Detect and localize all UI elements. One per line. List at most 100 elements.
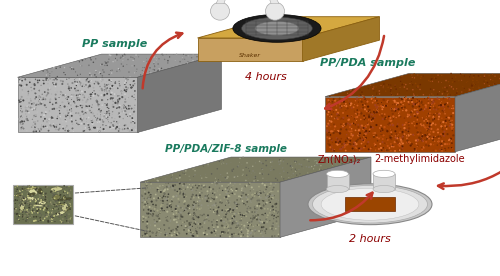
Point bbox=[197, 206, 205, 210]
Point bbox=[34, 219, 42, 224]
Point bbox=[351, 123, 359, 127]
Point bbox=[176, 217, 184, 221]
Point bbox=[268, 164, 276, 169]
Point bbox=[36, 207, 44, 211]
Point bbox=[124, 94, 132, 98]
Point bbox=[12, 207, 20, 211]
Point bbox=[112, 56, 120, 60]
Point bbox=[233, 206, 241, 210]
Point bbox=[404, 138, 411, 143]
Point bbox=[83, 105, 91, 110]
Point bbox=[175, 231, 183, 235]
Point bbox=[372, 103, 380, 107]
Point bbox=[156, 216, 164, 221]
Point bbox=[396, 79, 404, 84]
Point bbox=[346, 142, 354, 147]
Point bbox=[426, 121, 434, 126]
Point bbox=[352, 146, 360, 150]
Point bbox=[337, 157, 345, 161]
Point bbox=[418, 138, 426, 143]
Point bbox=[46, 121, 54, 125]
Point bbox=[348, 129, 356, 133]
Polygon shape bbox=[302, 17, 380, 62]
Point bbox=[288, 164, 296, 168]
Point bbox=[284, 162, 292, 166]
Point bbox=[408, 109, 416, 114]
Polygon shape bbox=[345, 197, 395, 211]
Point bbox=[182, 206, 190, 210]
Point bbox=[68, 109, 76, 113]
Point bbox=[184, 204, 192, 208]
Point bbox=[40, 119, 48, 123]
Point bbox=[162, 52, 170, 57]
Point bbox=[418, 115, 426, 120]
Point bbox=[428, 127, 436, 131]
Point bbox=[332, 136, 340, 140]
Point bbox=[16, 207, 24, 212]
Point bbox=[109, 59, 117, 64]
Point bbox=[412, 99, 420, 103]
Point bbox=[226, 205, 234, 209]
Point bbox=[276, 162, 283, 167]
Point bbox=[268, 224, 276, 228]
Point bbox=[64, 104, 72, 109]
Point bbox=[52, 84, 60, 89]
Point bbox=[158, 203, 166, 207]
Point bbox=[262, 193, 270, 197]
Point bbox=[234, 223, 242, 228]
Point bbox=[416, 121, 424, 125]
Point bbox=[76, 103, 84, 108]
Point bbox=[256, 220, 264, 224]
Point bbox=[386, 127, 394, 132]
Point bbox=[358, 146, 366, 151]
Point bbox=[404, 140, 412, 145]
Point bbox=[18, 110, 26, 114]
Point bbox=[52, 212, 60, 216]
Point bbox=[412, 148, 420, 152]
Point bbox=[354, 100, 362, 104]
Point bbox=[87, 110, 95, 115]
Point bbox=[16, 213, 24, 218]
Point bbox=[210, 52, 218, 57]
Point bbox=[107, 79, 115, 83]
Point bbox=[259, 234, 267, 238]
Point bbox=[396, 102, 404, 107]
Point bbox=[410, 93, 418, 97]
Point bbox=[324, 105, 332, 110]
Point bbox=[10, 193, 18, 198]
Point bbox=[34, 78, 42, 83]
Point bbox=[71, 79, 79, 84]
Point bbox=[414, 138, 422, 142]
Point bbox=[370, 134, 378, 138]
Ellipse shape bbox=[62, 196, 66, 201]
Point bbox=[168, 199, 176, 203]
Point bbox=[232, 232, 240, 237]
Point bbox=[232, 211, 240, 216]
Point bbox=[22, 208, 30, 212]
Point bbox=[213, 209, 221, 213]
Point bbox=[154, 186, 162, 190]
Point bbox=[82, 83, 90, 87]
Point bbox=[215, 213, 223, 217]
Point bbox=[342, 139, 350, 144]
Point bbox=[292, 173, 300, 177]
Point bbox=[342, 138, 350, 142]
Point bbox=[380, 117, 388, 121]
Point bbox=[176, 187, 184, 191]
Point bbox=[322, 110, 330, 114]
Point bbox=[216, 172, 224, 177]
Point bbox=[414, 85, 422, 89]
Point bbox=[78, 119, 86, 123]
Point bbox=[94, 93, 102, 97]
Point bbox=[213, 219, 221, 224]
Point bbox=[27, 203, 35, 208]
Point bbox=[26, 215, 34, 219]
Point bbox=[399, 136, 407, 141]
Point bbox=[68, 62, 76, 67]
Point bbox=[43, 214, 51, 219]
Point bbox=[178, 171, 186, 175]
Point bbox=[378, 128, 386, 132]
Point bbox=[114, 101, 122, 106]
Point bbox=[378, 148, 386, 152]
Point bbox=[440, 105, 448, 109]
